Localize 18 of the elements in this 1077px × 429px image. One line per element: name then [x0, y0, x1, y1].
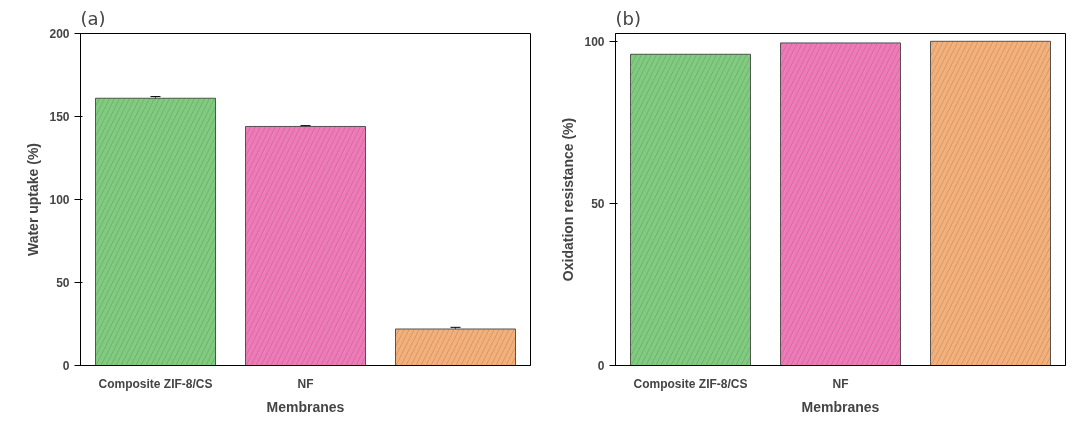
chart-title: (a): [80, 7, 106, 29]
x-tick-label: Composite ZIF-8/CS: [98, 376, 213, 391]
y-tick-label: 50: [56, 276, 70, 290]
chart-title: (b): [615, 7, 641, 29]
y-tick-label: 200: [49, 27, 70, 41]
x-tick-label: NF: [832, 376, 849, 391]
x-tick-label: Composite ZIF-8/CS: [633, 376, 748, 391]
y-axis-title: Oxidation resistance (%): [560, 117, 577, 282]
x-tick-label: NF: [297, 376, 314, 391]
y-tick-label: 50: [591, 196, 605, 211]
x-axis-title: Membranes: [266, 398, 345, 415]
y-tick-label: 100: [584, 34, 605, 49]
y-tick-label: 0: [62, 359, 70, 373]
y-tick-label: 150: [49, 110, 70, 124]
y-tick-label: 100: [49, 193, 70, 207]
y-tick-label: 0: [597, 359, 605, 373]
x-axis-title: Membranes: [801, 398, 880, 415]
y-axis-title: Water uptake (%): [25, 142, 42, 257]
